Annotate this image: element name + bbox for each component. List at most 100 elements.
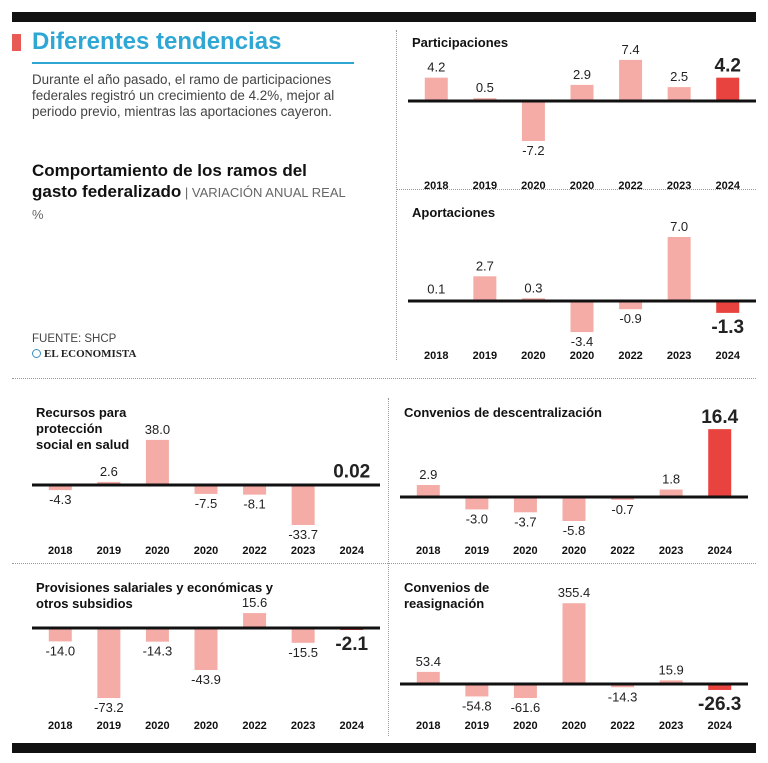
data-label: -7.2: [522, 143, 544, 158]
bar-2020-3: [194, 628, 218, 670]
bar-2020-3: [562, 497, 586, 521]
bar-2020-2: [521, 101, 545, 141]
category-label: 2019: [465, 720, 489, 732]
category-label: 2019: [473, 180, 497, 192]
chart-svg: -14.0 2018 -73.2 2019 -14.3 2020 -43.9 2020 15.6…: [32, 595, 380, 732]
chart-svg: 4.2 2018 0.5 2019 -7.2 2020 2.9 2020 7.4 2022 2.5 2…: [408, 42, 756, 192]
chart-svg: 53.4 2018 -54.8 2019 -61.6 2020 355.4 2020 -14.3…: [400, 585, 748, 732]
page-title: Diferentes tendencias: [32, 28, 282, 55]
data-label: -5.8: [563, 523, 585, 538]
data-label: -3.4: [571, 334, 593, 349]
bar-2018-0: [48, 485, 72, 491]
data-label: -61.6: [511, 700, 541, 715]
bar-2022-4: [243, 613, 267, 628]
chart-title: Convenios de reasignación: [404, 580, 490, 611]
bar-2020-2: [513, 684, 537, 698]
data-label: 7.4: [622, 42, 640, 57]
subtitle-light: | VARIACIÓN ANUAL REAL %: [32, 185, 346, 222]
data-label: 2.9: [573, 67, 591, 82]
data-label: 0.3: [524, 280, 542, 295]
bar-2020-2: [513, 497, 537, 513]
category-label: 2023: [291, 545, 315, 557]
category-label: 2024: [715, 180, 740, 192]
title-underline: [32, 62, 354, 64]
category-label: 2019: [97, 545, 121, 557]
data-label: -14.3: [608, 689, 638, 704]
bar-2023-5: [659, 489, 683, 497]
bar-2023-5: [291, 628, 315, 643]
chart-proteccion-social-salud: -4.3 2018 2.6 2019 38.0 2020 -7.5 2020 -8.1 2022 -…: [32, 405, 380, 560]
chart-aportaciones: 0.1 2018 2.7 2019 0.3 2020 -3.4 2020 -0.9 2022 7.0…: [408, 205, 756, 365]
divider-vertical-top: [396, 30, 397, 360]
divider-horizontal-bottom: [12, 563, 756, 564]
subtitle-bold: Comportamiento de los ramos del gasto fe…: [32, 161, 307, 201]
bar-2020-2: [145, 439, 169, 485]
category-label: 2024: [339, 545, 364, 557]
category-label: 2020: [521, 180, 545, 192]
chart-convenios-reasignacion: 53.4 2018 -54.8 2019 -61.6 2020 355.4 2020 -14.3…: [400, 580, 748, 735]
category-label: 2022: [242, 545, 266, 557]
data-label: 2.5: [670, 69, 688, 84]
category-label: 2018: [424, 350, 448, 362]
category-label: 2019: [473, 350, 497, 362]
brand-name: EL ECONOMISTA: [44, 348, 137, 360]
category-label: 2023: [667, 180, 691, 192]
chart-title: Participaciones: [412, 35, 509, 50]
data-label: -0.9: [619, 311, 641, 326]
bar-2019-1: [97, 481, 121, 485]
category-label: 2019: [97, 720, 121, 732]
category-label: 2018: [48, 545, 72, 557]
data-label: 7.0: [670, 219, 688, 234]
category-label: 2018: [424, 180, 448, 192]
bar-2019-1: [465, 684, 489, 697]
bar-2024-6: [716, 301, 740, 313]
category-label: 2024: [707, 720, 732, 732]
bar-2023-5: [667, 87, 691, 101]
bar-2024-6: [708, 684, 732, 690]
intro-block: Diferentes tendencias Durante el año pas…: [12, 28, 372, 368]
data-label: 15.6: [242, 595, 267, 610]
data-label: 16.4: [701, 407, 738, 428]
chart-svg: -4.3 2018 2.6 2019 38.0 2020 -7.5 2020 -8.1 2022 -…: [32, 422, 380, 557]
category-label: 2022: [618, 180, 642, 192]
category-label: 2022: [618, 350, 642, 362]
globe-icon: [32, 349, 41, 358]
chart-participaciones: 4.2 2018 0.5 2019 -7.2 2020 2.9 2020 7.4 2022 2.5 2…: [408, 35, 756, 195]
bar-2020-3: [570, 84, 594, 101]
bar-2022-4: [619, 301, 643, 310]
data-label: -14.3: [143, 644, 173, 659]
bar-2023-5: [291, 485, 315, 525]
data-label: 2.7: [476, 258, 494, 273]
data-label: 0.5: [476, 80, 494, 95]
category-label: 2018: [416, 545, 440, 557]
chart-convenios-descentralizacion: 2.9 2018 -3.0 2019 -3.7 2020 -5.8 2020 -0.7 2022 1…: [400, 405, 748, 560]
category-label: 2022: [242, 720, 266, 732]
chart-svg: 2.9 2018 -3.0 2019 -3.7 2020 -5.8 2020 -0.7 2022 1…: [400, 407, 748, 557]
category-label: 2020: [194, 545, 218, 557]
description: Durante el año pasado, el ramo de partic…: [32, 72, 335, 119]
category-label: 2020: [145, 545, 169, 557]
bar-2018-0: [424, 77, 448, 101]
data-label: 0.1: [427, 282, 445, 297]
data-label: 4.2: [715, 56, 741, 77]
category-label: 2024: [715, 350, 740, 362]
category-label: 2022: [610, 720, 634, 732]
bar-2022-4: [611, 684, 635, 688]
bar-2018-0: [416, 671, 440, 684]
bar-2019-1: [465, 497, 489, 510]
bottom-rule: [12, 743, 756, 753]
data-label: -43.9: [191, 672, 221, 687]
data-label: 0.02: [333, 462, 370, 483]
data-label: -4.3: [49, 492, 71, 507]
bar-2020-3: [194, 485, 218, 494]
data-label: 1.8: [662, 472, 680, 487]
category-label: 2023: [291, 720, 315, 732]
bar-2022-4: [243, 485, 267, 495]
bar-2018-0: [416, 485, 440, 497]
category-label: 2020: [513, 545, 537, 557]
data-label: 38.0: [145, 422, 170, 437]
bar-2020-2: [145, 628, 169, 642]
divider-horizontal-top: [396, 189, 756, 190]
category-label: 2024: [339, 720, 364, 732]
title-marker: [12, 34, 21, 51]
